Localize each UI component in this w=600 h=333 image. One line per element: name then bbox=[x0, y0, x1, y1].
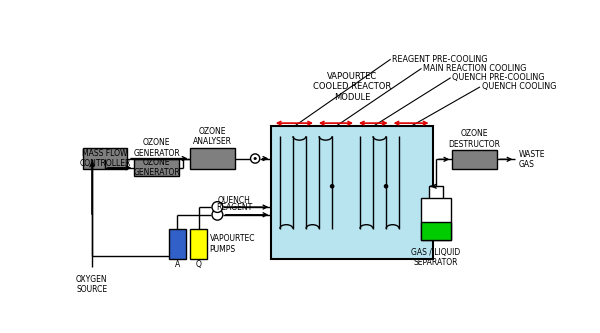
Circle shape bbox=[212, 202, 223, 212]
Text: VAPOURTEC
PUMPS: VAPOURTEC PUMPS bbox=[210, 234, 255, 254]
Text: MASS FLOW
CONTROLLER: MASS FLOW CONTROLLER bbox=[79, 149, 131, 168]
Text: Q: Q bbox=[196, 259, 202, 268]
Text: GAS / LIQUID
SEPARATOR: GAS / LIQUID SEPARATOR bbox=[412, 248, 461, 267]
Bar bbox=[421, 222, 451, 240]
Bar bbox=[452, 150, 497, 168]
Circle shape bbox=[384, 184, 388, 188]
Bar bbox=[271, 126, 433, 259]
Text: QUENCH COOLING: QUENCH COOLING bbox=[482, 83, 556, 92]
Circle shape bbox=[254, 158, 256, 160]
Bar bbox=[429, 186, 443, 198]
Bar bbox=[83, 148, 127, 169]
Text: OZONE
GENERATOR: OZONE GENERATOR bbox=[133, 139, 180, 158]
Text: OZONE
GENERATOR: OZONE GENERATOR bbox=[133, 158, 180, 177]
Text: VAPOURTEC
COOLED REACTOR
MODULE: VAPOURTEC COOLED REACTOR MODULE bbox=[313, 72, 391, 102]
Text: REAGENT: REAGENT bbox=[216, 203, 253, 212]
Text: OZONE
ANALYSER: OZONE ANALYSER bbox=[193, 127, 232, 146]
Bar bbox=[190, 229, 208, 259]
Text: A: A bbox=[175, 259, 180, 268]
Bar bbox=[169, 229, 186, 259]
Circle shape bbox=[251, 154, 260, 163]
Circle shape bbox=[330, 184, 334, 188]
Circle shape bbox=[212, 209, 223, 220]
Text: WASTE
GAS: WASTE GAS bbox=[518, 150, 545, 169]
Text: OXYGEN
SOURCE: OXYGEN SOURCE bbox=[76, 275, 108, 294]
Text: OZONE
DESTRUCTOR: OZONE DESTRUCTOR bbox=[449, 129, 500, 149]
Text: QUENCH: QUENCH bbox=[218, 196, 251, 205]
Text: MAIN REACTION COOLING: MAIN REACTION COOLING bbox=[423, 64, 526, 73]
Text: REAGENT PRE-COOLING: REAGENT PRE-COOLING bbox=[392, 55, 488, 64]
Bar bbox=[421, 198, 451, 240]
Bar bbox=[134, 159, 179, 176]
Text: QUENCH PRE-COOLING: QUENCH PRE-COOLING bbox=[452, 73, 545, 82]
Bar bbox=[190, 148, 235, 169]
